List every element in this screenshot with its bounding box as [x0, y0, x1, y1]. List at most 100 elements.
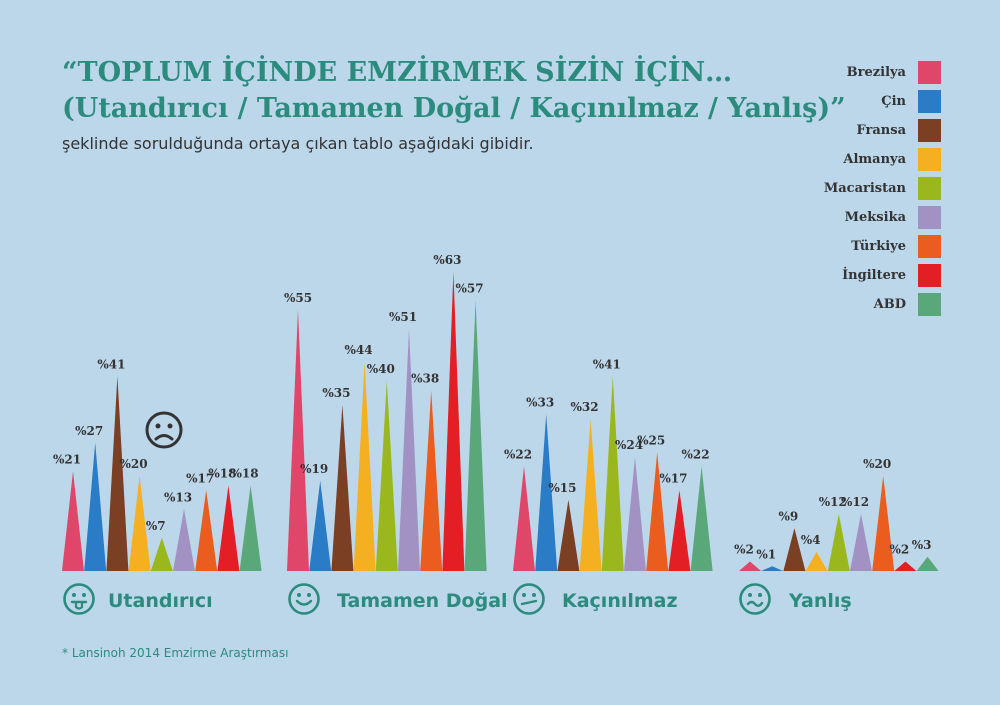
- bar-mark: [783, 528, 806, 571]
- group-label-utandirici: Utandırıcı: [108, 590, 213, 612]
- bar-mark: [331, 404, 354, 571]
- legend-swatch: [918, 177, 941, 200]
- data-label: %35: [322, 386, 350, 400]
- data-label: %20: [120, 457, 148, 471]
- legend-swatch: [918, 119, 941, 142]
- data-label: %19: [300, 462, 328, 476]
- data-label: %51: [389, 310, 417, 324]
- data-label: %17: [186, 471, 214, 485]
- bar-mark: [128, 476, 151, 571]
- legend-item: Türkiye: [760, 235, 950, 264]
- data-label: %41: [97, 357, 125, 371]
- data-label: %17: [659, 471, 687, 485]
- legend-item: Brezilya: [760, 61, 950, 90]
- bar-mark: [106, 376, 129, 571]
- legend-item: İngiltere: [760, 264, 950, 293]
- bar-mark: [353, 362, 376, 571]
- legend-item: Meksika: [760, 206, 950, 235]
- tongue-out-face-icon: [63, 583, 95, 615]
- chart-subtitle: şeklinde sorulduğunda ortaya çıkan tablo…: [62, 134, 534, 153]
- bar-mark: [739, 561, 761, 571]
- bar-mark: [601, 376, 624, 571]
- bar-mark: [850, 514, 872, 571]
- group-label-kacinilmaz: Kaçınılmaz: [562, 590, 678, 612]
- data-label: %12: [841, 495, 869, 509]
- legend-swatch: [918, 148, 941, 171]
- data-label: %33: [526, 395, 554, 409]
- chart-title-line-2: (Utandırıcı / Tamamen Doğal / Kaçınılmaz…: [62, 93, 846, 124]
- legend-label: Meksika: [844, 210, 906, 225]
- data-label: %12: [819, 495, 847, 509]
- bar-mark: [464, 300, 487, 571]
- data-label: %25: [637, 433, 665, 447]
- bar-mark: [84, 442, 107, 571]
- data-label: %38: [411, 372, 439, 386]
- data-label: %4: [801, 533, 821, 547]
- legend-swatch: [918, 264, 941, 287]
- smiley-face-icon: [288, 583, 320, 615]
- legend-label: ABD: [873, 297, 906, 312]
- wry-face-icon: [513, 583, 545, 615]
- data-label: %41: [593, 357, 621, 371]
- legend: Brezilya Çin Fransa Almanya Macaristan Meksik…: [760, 61, 950, 322]
- data-label: %2: [890, 543, 910, 557]
- bar-mark: [173, 509, 195, 571]
- data-label: %24: [615, 438, 643, 452]
- legend-item: ABD: [760, 293, 950, 322]
- legend-swatch: [918, 293, 941, 316]
- bar-mark: [217, 485, 240, 571]
- bar-mark: [827, 514, 850, 571]
- data-label: %20: [863, 457, 891, 471]
- bar-mark: [668, 490, 691, 571]
- data-label: %13: [164, 490, 192, 504]
- data-label: %63: [433, 253, 461, 267]
- legend-swatch: [918, 235, 941, 258]
- bar-mark: [894, 561, 917, 571]
- legend-item: Fransa: [760, 119, 950, 148]
- legend-label: İngiltere: [842, 268, 906, 283]
- bar-mark: [62, 471, 84, 571]
- bar-mark: [442, 271, 465, 571]
- data-label: %1: [756, 547, 776, 561]
- bar-mark: [150, 537, 173, 571]
- legend-swatch: [918, 206, 941, 229]
- bar-mark: [195, 490, 218, 571]
- data-label: %32: [571, 400, 599, 414]
- bar-mark: [309, 480, 332, 571]
- legend-swatch: [918, 61, 941, 84]
- data-label: %18: [208, 467, 236, 481]
- data-label: %22: [504, 448, 532, 462]
- legend-item: Macaristan: [760, 177, 950, 206]
- legend-item: Almanya: [760, 148, 950, 177]
- bar-mark: [690, 466, 713, 571]
- data-label: %57: [456, 281, 484, 295]
- data-label: %2: [734, 543, 754, 557]
- data-label: %44: [345, 343, 373, 357]
- bar-mark: [805, 552, 828, 571]
- legend-label: Fransa: [856, 123, 906, 138]
- legend-label: Almanya: [843, 152, 906, 167]
- bar-mark: [872, 476, 895, 571]
- data-label: %9: [779, 509, 799, 523]
- footnote-source: * Lansinoh 2014 Emzirme Araştırması: [62, 646, 289, 660]
- legend-label: Türkiye: [851, 239, 906, 254]
- legend-label: Çin: [881, 94, 906, 109]
- sad-face-icon: [145, 411, 183, 449]
- data-label: %22: [682, 448, 710, 462]
- bar-mark: [557, 499, 580, 571]
- legend-item: Çin: [760, 90, 950, 119]
- bar-mark: [535, 414, 558, 571]
- chart-title-line-1: “TOPLUM İÇİNDE EMZİRMEK SİZİN İÇİN…: [62, 57, 733, 88]
- data-label: %15: [548, 481, 576, 495]
- data-label: %27: [75, 424, 103, 438]
- group-label-tamamen-dogal: Tamamen Doğal: [337, 590, 508, 612]
- bar-mark: [579, 419, 602, 571]
- legend-label: Brezilya: [846, 65, 906, 80]
- confused-face-icon: [739, 583, 771, 615]
- bar-mark: [239, 485, 262, 571]
- bar-mark: [420, 390, 443, 571]
- data-label: %7: [146, 519, 166, 533]
- data-label: %55: [284, 291, 312, 305]
- bar-mark: [398, 328, 420, 571]
